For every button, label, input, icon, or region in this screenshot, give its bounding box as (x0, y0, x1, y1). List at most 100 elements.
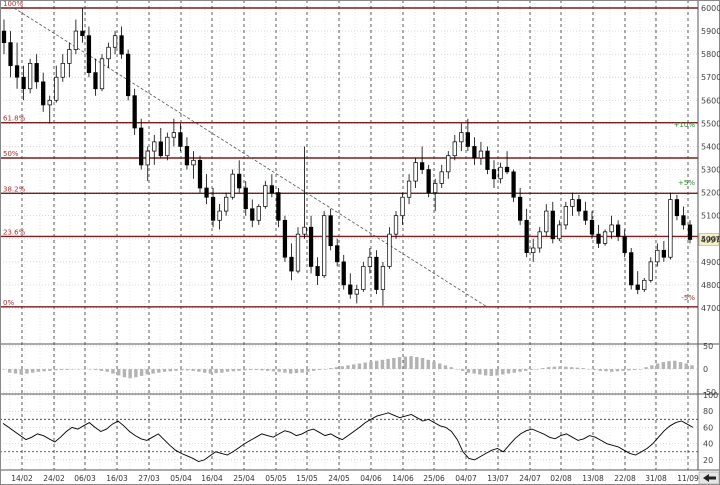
candle-body (642, 279, 647, 290)
histogram-bar (627, 369, 631, 371)
arrow-left-icon[interactable] (703, 474, 716, 482)
x-axis-label: 06/03 (74, 474, 96, 483)
candle-body (263, 185, 268, 207)
last-price-label: 4997 (701, 235, 720, 244)
histogram-tick-label: 0 (703, 365, 708, 374)
histogram-bar (678, 362, 683, 369)
price-tick-label: 5700 (701, 73, 720, 82)
histogram-bar (13, 369, 18, 374)
histogram-bar (300, 369, 304, 373)
candle-body (139, 127, 144, 166)
x-axis-label: 14/02 (11, 474, 33, 483)
histogram-bar (202, 369, 207, 373)
candle-body (459, 132, 464, 143)
histogram-bar (352, 364, 356, 369)
candle-body (322, 215, 327, 277)
candle-body (518, 196, 523, 221)
candle-body (8, 42, 13, 67)
x-axis-label: 24/05 (328, 474, 350, 483)
candle-body (524, 219, 529, 253)
histogram-bar (392, 357, 396, 369)
candle-body (687, 224, 693, 240)
histogram-bar (237, 369, 241, 371)
histogram-bar (357, 363, 362, 369)
histogram-bar (145, 369, 150, 375)
candle-body (635, 284, 640, 290)
candle-body (93, 72, 98, 90)
candle-body (112, 35, 118, 48)
candle-body (256, 206, 261, 221)
candle-body (498, 166, 503, 180)
candle-body (380, 266, 386, 290)
candle-body (224, 196, 229, 212)
histogram-bar (478, 369, 482, 375)
oscillator-tick-label: 60 (703, 423, 713, 432)
histogram-bar (271, 369, 276, 372)
candle-body (426, 169, 431, 193)
histogram-bar (529, 369, 534, 370)
histogram-bar (340, 366, 344, 369)
histogram-bar (501, 369, 505, 375)
histogram-bar (650, 365, 654, 369)
histogram-bar (294, 369, 299, 374)
candle-body (341, 261, 346, 286)
candle-body (86, 35, 92, 73)
x-axis-labels: 14/02 24/02 06/03 16/03 27/03 05/04 16/04 25/04… (11, 474, 699, 483)
candle-body (328, 215, 333, 247)
histogram-bar (374, 360, 379, 369)
price-tick-label: 5300 (701, 166, 720, 175)
candle-body (184, 146, 190, 166)
candle-body (393, 215, 399, 235)
histogram-bar (524, 369, 528, 371)
histogram-bar (667, 361, 671, 369)
histogram-bar (552, 366, 557, 369)
candle-body (289, 256, 294, 272)
fib-level-label: 0% (3, 299, 14, 307)
histogram-bar (71, 369, 75, 370)
candle-body (361, 266, 366, 290)
candle-body (406, 180, 412, 198)
price-tick-label: 5500 (701, 119, 720, 128)
histogram-bar (690, 365, 694, 369)
histogram-bar (266, 369, 270, 371)
scroll-control[interactable] (698, 471, 720, 485)
candle-body (465, 132, 470, 147)
candle-body (648, 261, 653, 281)
candle-body (472, 146, 477, 159)
histogram-bar (180, 369, 184, 371)
histogram-bar (111, 369, 115, 374)
candle-body (302, 226, 307, 235)
candle-body (204, 187, 209, 198)
histogram-bar (455, 369, 459, 370)
histogram-bar (65, 369, 69, 370)
candle-body (165, 136, 170, 157)
oscillator-tick-label: 80 (703, 407, 713, 416)
candle-body (557, 224, 562, 240)
candle-body (400, 196, 405, 217)
candle-body (34, 63, 39, 83)
histogram-bar (575, 367, 580, 369)
fib-level-label: 50% (3, 150, 19, 158)
candle-body (28, 63, 33, 90)
candle-body (674, 199, 680, 217)
x-axis-label: 25/06 (423, 474, 445, 483)
histogram-bar (684, 363, 688, 369)
oscillator-panel (0, 412, 698, 462)
histogram-bar (311, 369, 316, 371)
histogram-bar (2, 369, 6, 370)
histogram-bar (105, 369, 109, 372)
histogram-bar (386, 358, 390, 369)
oscillator-line (2, 412, 694, 462)
candle-body (315, 266, 320, 277)
candle-body (374, 256, 379, 290)
histogram-bar (644, 367, 648, 369)
histogram-bar (174, 369, 178, 371)
candle-body (596, 233, 601, 244)
histogram-bar (615, 369, 620, 372)
candle-body (158, 141, 163, 157)
histogram-bar (277, 369, 281, 372)
candle-body (276, 192, 281, 221)
fib-level-label: 23.6% (3, 228, 26, 236)
